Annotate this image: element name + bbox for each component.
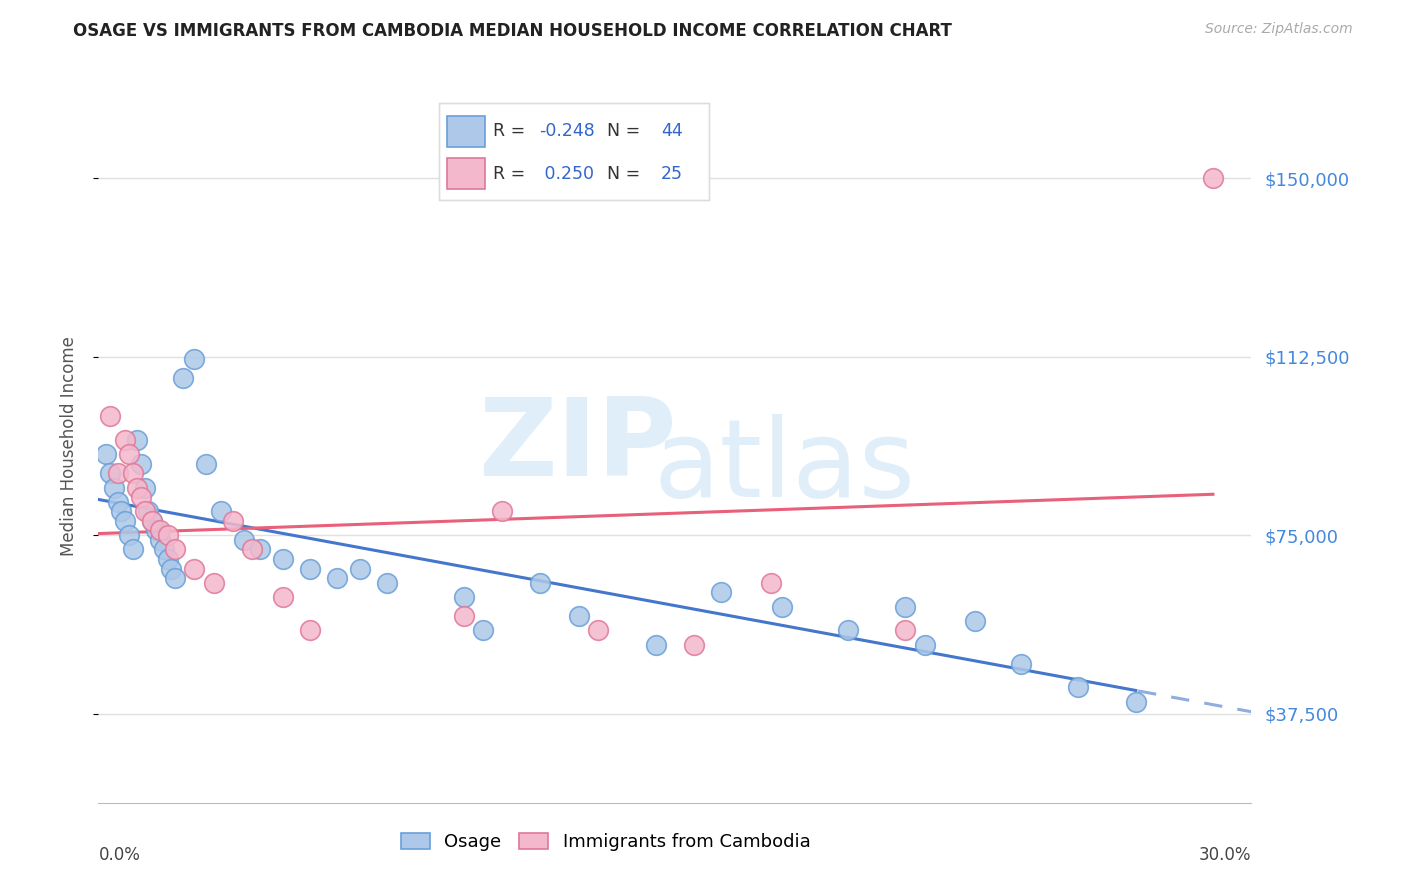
Point [145, 524, 167, 538]
Y-axis label: Median Household Income: Median Household Income [59, 336, 77, 556]
Point [183, 561, 205, 575]
Point [149, 533, 172, 547]
Point [233, 533, 256, 547]
Point [491, 504, 513, 518]
Point [894, 624, 917, 638]
Point [141, 514, 163, 528]
Point [1125, 695, 1147, 709]
Point [914, 638, 936, 652]
Point [325, 571, 347, 585]
Point [165, 571, 187, 585]
Point [271, 552, 294, 566]
Point [138, 504, 160, 518]
Point [118, 447, 141, 461]
Point [141, 514, 163, 528]
Point [110, 504, 132, 518]
Point [98, 409, 121, 424]
Text: Source: ZipAtlas.com: Source: ZipAtlas.com [1205, 22, 1353, 37]
Point [772, 599, 794, 614]
Point [271, 590, 294, 604]
Point [129, 457, 152, 471]
Point [1202, 171, 1225, 186]
Point [222, 514, 245, 528]
Point [152, 542, 174, 557]
Point [837, 624, 859, 638]
Point [1067, 681, 1090, 695]
Point [249, 542, 271, 557]
Point [349, 561, 371, 575]
Point [122, 467, 145, 481]
Point [107, 467, 129, 481]
Text: atlas: atlas [654, 415, 915, 520]
Point [644, 638, 666, 652]
Point [683, 638, 706, 652]
Point [134, 481, 156, 495]
Point [165, 542, 187, 557]
Point [759, 575, 782, 590]
Point [103, 481, 125, 495]
Point [183, 352, 205, 367]
Point [894, 599, 917, 614]
Point [149, 524, 172, 538]
Point [453, 609, 475, 624]
Point [107, 495, 129, 509]
Point [586, 624, 609, 638]
Point [375, 575, 398, 590]
Point [298, 561, 321, 575]
Point [453, 590, 475, 604]
Point [471, 624, 494, 638]
Point [172, 371, 194, 385]
Text: 0.0%: 0.0% [98, 846, 141, 863]
Point [94, 447, 117, 461]
Point [298, 624, 321, 638]
Text: OSAGE VS IMMIGRANTS FROM CAMBODIA MEDIAN HOUSEHOLD INCOME CORRELATION CHART: OSAGE VS IMMIGRANTS FROM CAMBODIA MEDIAN… [73, 22, 952, 40]
Point [529, 575, 551, 590]
Point [1010, 657, 1032, 671]
Legend: Osage, Immigrants from Cambodia: Osage, Immigrants from Cambodia [394, 825, 818, 858]
Point [129, 490, 152, 504]
Point [568, 609, 591, 624]
Point [114, 433, 136, 447]
Point [202, 575, 225, 590]
Point [240, 542, 263, 557]
Point [98, 467, 121, 481]
Text: ZIP: ZIP [478, 393, 676, 499]
Text: 30.0%: 30.0% [1199, 846, 1251, 863]
Point [114, 514, 136, 528]
Point [118, 528, 141, 542]
Point [156, 528, 179, 542]
Point [209, 504, 232, 518]
Point [122, 542, 145, 557]
Point [195, 457, 218, 471]
Point [134, 504, 156, 518]
Point [125, 433, 148, 447]
Point [160, 561, 183, 575]
Point [963, 614, 986, 628]
Point [710, 585, 733, 599]
Point [156, 552, 179, 566]
Point [125, 481, 148, 495]
